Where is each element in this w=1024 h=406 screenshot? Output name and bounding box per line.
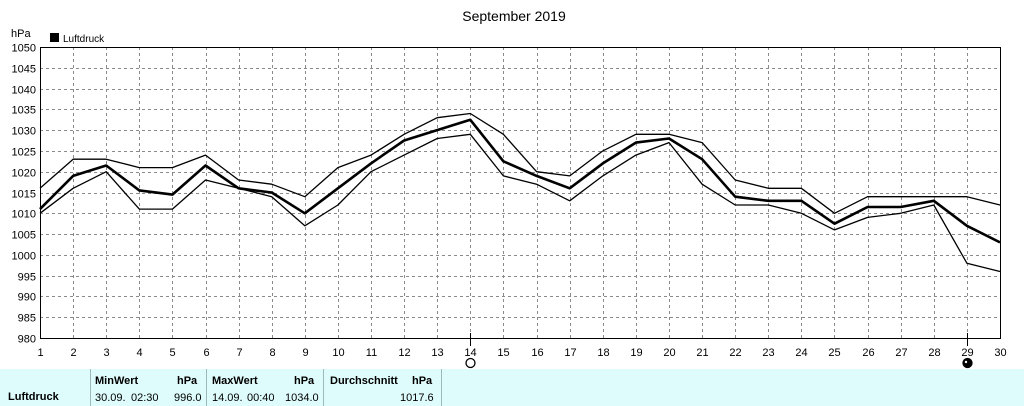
- min-header: MinWert: [95, 375, 139, 387]
- legend-entry: Luftdruck: [63, 34, 105, 45]
- min-date: 30.09.: [95, 392, 126, 404]
- new-moon-icon: [962, 357, 973, 369]
- series-line-min: [39, 133, 1001, 273]
- max-unit: hPa: [294, 375, 315, 387]
- x-tick-label: 5: [169, 347, 175, 359]
- footer-max-cell: MaxWert hPa 14.09. 00:40 1034.0: [207, 369, 323, 406]
- min-time: 02:30: [131, 392, 159, 404]
- y-tick-label: 1015: [12, 189, 36, 201]
- new-moon-highlight: [964, 360, 968, 364]
- y-tick-label: 980: [18, 334, 36, 346]
- x-tick-label: 3: [103, 347, 109, 359]
- y-tick-label: 1020: [12, 168, 36, 180]
- x-tick-label: 17: [564, 347, 576, 359]
- x-tick-label: 22: [729, 347, 741, 359]
- x-tick-labels: 1 2 3 4 5 6 7 8 9 10 11 12 13 14 15 16 17 18 19 20 21 22 23 24 2…: [37, 347, 1006, 359]
- x-tick-label: 25: [828, 347, 840, 359]
- x-tick-label: 23: [762, 347, 774, 359]
- series-line-max: [39, 112, 1001, 214]
- y-tick-label: 1000: [12, 251, 36, 263]
- x-tick-label: 9: [302, 347, 308, 359]
- x-tick-label: 2: [70, 347, 76, 359]
- min-value: 996.0: [174, 392, 202, 404]
- x-tick-label: 30: [994, 347, 1006, 359]
- avg-value: 1017.6: [400, 392, 434, 404]
- max-value: 1034.0: [285, 392, 319, 404]
- x-tick-label: 1: [37, 347, 43, 359]
- footer-divider: [441, 369, 442, 406]
- legend-swatch: [50, 33, 59, 42]
- full-moon-icon: [465, 357, 476, 369]
- chart-title: September 2019: [462, 8, 566, 24]
- y-tick-labels: 980 985 990 995 1000 1005 1010 1015 1020 1025 1030…: [12, 43, 36, 346]
- x-tick-label: 29: [961, 347, 973, 359]
- y-tick-label: 1040: [12, 85, 36, 97]
- x-tick-label: 16: [531, 347, 543, 359]
- footer-min-cell: MinWert hPa 30.09. 02:30 996.0: [91, 369, 206, 406]
- x-tick-label: 14: [464, 347, 476, 359]
- x-tick-label: 24: [795, 347, 807, 359]
- footer-divider: [323, 369, 324, 406]
- y-tick-label: 1005: [12, 230, 36, 242]
- x-tick-label: 13: [431, 347, 443, 359]
- x-tick-label: 20: [663, 347, 675, 359]
- moon-markers: [465, 333, 973, 369]
- max-header: MaxWert: [212, 375, 258, 387]
- x-tick-label: 15: [497, 347, 509, 359]
- grid: [40, 47, 1000, 338]
- x-tick-label: 28: [928, 347, 940, 359]
- footer-series-label: Luftdruck: [8, 391, 59, 403]
- footer-avg-cell: Durchschnitt hPa 1017.6: [324, 369, 441, 406]
- x-tick-label: 6: [203, 347, 209, 359]
- x-tick-label: 19: [630, 347, 642, 359]
- series-lines: [39, 112, 1001, 273]
- y-tick-label: 1030: [12, 126, 36, 138]
- x-tick-label: 4: [136, 347, 142, 359]
- pressure-chart: September 2019 hPa Luftdruck 98098599099…: [11, 8, 1007, 369]
- y-tick-label: 1035: [12, 105, 36, 117]
- x-tick-label: 21: [696, 347, 708, 359]
- x-tick-label: 8: [269, 347, 275, 359]
- footer-divider: [206, 369, 207, 406]
- max-time: 00:40: [247, 392, 275, 404]
- y-tick-label: 1050: [12, 43, 36, 55]
- series-line-mean: [39, 118, 1001, 244]
- y-tick-label: 995: [18, 272, 36, 284]
- y-axis-unit: hPa: [11, 28, 31, 40]
- x-tick-label: 10: [332, 347, 344, 359]
- x-tick-label: 11: [366, 347, 377, 359]
- y-tick-label: 985: [18, 313, 36, 325]
- x-tick-label: 27: [895, 347, 907, 359]
- avg-header: Durchschnitt: [330, 375, 398, 387]
- y-tick-label: 1010: [12, 209, 36, 221]
- min-unit: hPa: [177, 375, 198, 387]
- y-tick-label: 990: [18, 292, 36, 304]
- x-tick-label: 7: [236, 347, 242, 359]
- avg-unit: hPa: [412, 375, 433, 387]
- x-tick-label: 26: [862, 347, 874, 359]
- y-tick-label: 1045: [12, 64, 36, 76]
- statistics-footer: Luftdruck MinWert hPa 30.09. 02:30 996.0…: [0, 369, 1024, 406]
- y-tick-label: 1025: [12, 147, 36, 159]
- plot-frame: [40, 47, 1001, 339]
- footer-series-cell: Luftdruck: [0, 369, 90, 406]
- x-tick-label: 18: [597, 347, 609, 359]
- max-date: 14.09.: [212, 392, 243, 404]
- footer-divider: [90, 369, 91, 406]
- x-tick-label: 12: [398, 347, 410, 359]
